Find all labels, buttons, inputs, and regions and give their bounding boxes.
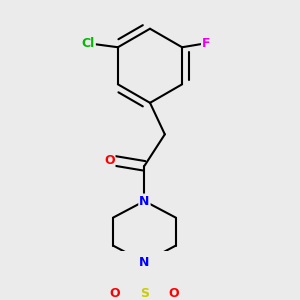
Text: O: O <box>110 287 120 300</box>
Text: S: S <box>140 287 149 300</box>
Text: F: F <box>202 37 210 50</box>
Text: N: N <box>139 194 150 208</box>
Text: N: N <box>139 256 150 269</box>
Text: O: O <box>169 287 179 300</box>
Text: Cl: Cl <box>82 37 95 50</box>
Text: O: O <box>104 154 115 167</box>
